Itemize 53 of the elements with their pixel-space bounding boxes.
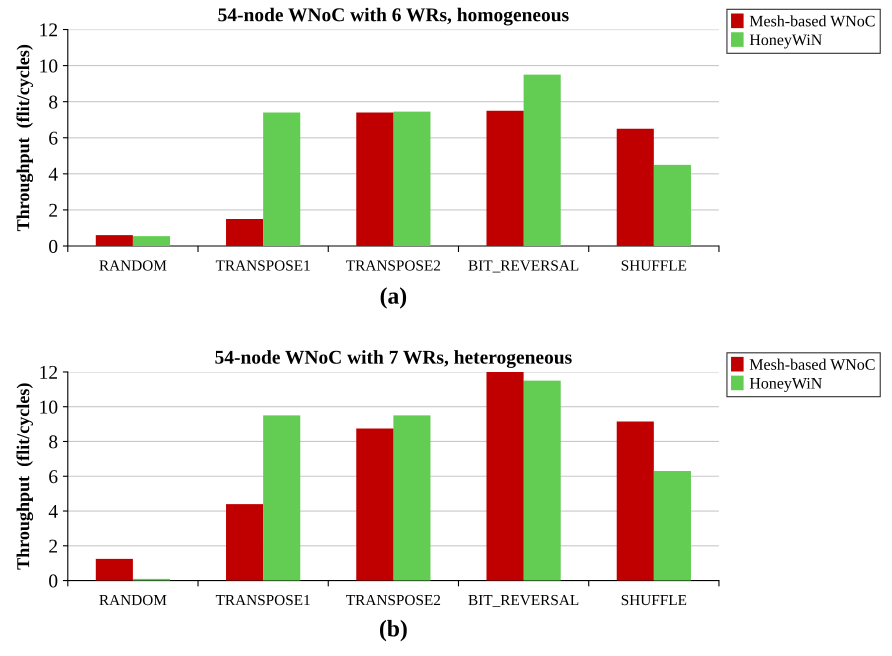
y-tick-label: 8 — [49, 95, 58, 109]
bar — [356, 112, 394, 246]
bar — [654, 471, 691, 581]
y-axis-title: Throughput (flit/cycles) — [16, 44, 34, 232]
y-axis-title: Throughput (flit/cycles) — [16, 383, 34, 570]
y-tick-label: 0 — [49, 240, 58, 253]
y-tick-label: 12 — [40, 366, 57, 379]
chart-title: 54-node WNoC with 6 WRs, homogeneous — [218, 8, 569, 26]
legend-label: Mesh-based WNoC — [750, 358, 875, 370]
chart-title: 54-node WNoC with 7 WRs, heterogeneous — [215, 350, 572, 368]
bar — [524, 74, 561, 246]
bar — [226, 504, 264, 581]
y-tick-label: 4 — [48, 504, 58, 518]
bar — [486, 372, 524, 581]
x-tick-label: TRANSPOSE1 — [216, 260, 310, 271]
x-tick-label: TRANSPOSE2 — [346, 260, 440, 271]
y-tick-label: 6 — [49, 470, 58, 484]
text: (a) — [380, 287, 406, 309]
y-tick-label: 2 — [49, 540, 57, 553]
x-tick-label: TRANSPOSE2 — [346, 594, 440, 606]
y-tick-label: 6 — [49, 132, 58, 145]
bar — [486, 110, 524, 246]
bar — [393, 112, 430, 246]
bar — [356, 428, 394, 581]
bar — [654, 164, 691, 246]
x-tick-label: SHUFFLE — [622, 594, 686, 606]
bar — [393, 415, 430, 581]
y-tick-label: 10 — [40, 59, 58, 73]
legend-label: HoneyWiN — [750, 378, 822, 392]
bar — [226, 218, 264, 246]
x-tick-label: BIT_REVERSAL — [468, 260, 578, 272]
x-tick-label: RANDOM — [99, 594, 166, 606]
text: (b) — [380, 620, 407, 642]
bar — [524, 380, 561, 581]
bar — [96, 235, 133, 246]
x-tick-label: BIT_REVERSAL — [468, 594, 578, 608]
bar — [616, 421, 654, 581]
y-tick-label: 8 — [49, 435, 58, 448]
bar — [263, 112, 300, 246]
legend-label: HoneyWiN — [750, 34, 822, 48]
y-tick-label: 0 — [49, 574, 58, 588]
y-tick-label: 10 — [40, 400, 58, 414]
y-tick-label: 12 — [40, 23, 57, 36]
y-tick-label: 4 — [48, 168, 58, 181]
x-tick-label: SHUFFLE — [622, 260, 686, 271]
bar — [96, 558, 133, 581]
legend-label: Mesh-based WNoC — [750, 15, 875, 27]
bar — [132, 236, 170, 246]
y-tick-label: 2 — [49, 204, 57, 217]
bar — [263, 415, 300, 581]
x-tick-label: TRANSPOSE1 — [216, 594, 310, 606]
bar — [616, 128, 654, 246]
x-tick-label: RANDOM — [99, 260, 166, 271]
